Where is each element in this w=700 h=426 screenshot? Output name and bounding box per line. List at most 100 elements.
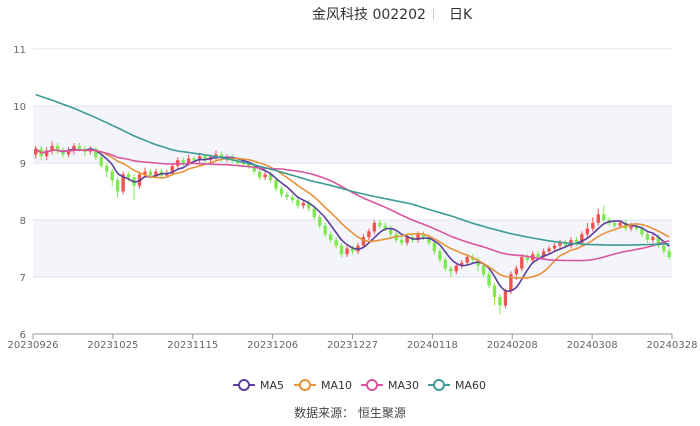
candle-body [263, 174, 267, 178]
legend-marker [433, 379, 445, 391]
candle-body [296, 200, 300, 206]
candle-body [279, 188, 284, 195]
candle-body [454, 265, 458, 272]
candle-body [634, 225, 639, 229]
candle-body [257, 171, 262, 178]
candle-body [492, 285, 497, 297]
x-tick-label: 20231227 [327, 340, 378, 351]
stock-title: 金风科技 002202 [312, 7, 426, 23]
y-tick-label: 11 [13, 45, 26, 56]
candle-body [203, 156, 207, 161]
candle-body [367, 231, 371, 238]
candle-body [268, 174, 273, 181]
candle-body [312, 208, 316, 218]
candle-body [99, 157, 103, 166]
candle-body [574, 239, 579, 243]
candle-body [432, 242, 437, 252]
candle-body [115, 180, 120, 192]
candle-body [449, 268, 453, 272]
candle-body [481, 265, 486, 275]
data-source: 数据来源： 恒生聚源 [294, 406, 406, 420]
candle-body [596, 214, 600, 223]
y-tick-label: 9 [20, 159, 26, 170]
x-tick-label: 20230926 [8, 340, 59, 351]
legend-label[interactable]: MA5 [260, 379, 284, 392]
candle-body [334, 239, 338, 246]
x-tick-label: 20240118 [407, 340, 458, 351]
candle-body [72, 145, 76, 151]
candle-body [94, 148, 98, 158]
candle-body [416, 234, 420, 240]
candle-body [285, 194, 289, 198]
candle-body [640, 228, 644, 235]
candle-body [350, 248, 355, 252]
series-line-ma5 [35, 148, 670, 293]
candle-body [318, 217, 322, 226]
candle-body [629, 225, 633, 229]
candle-body [339, 245, 344, 255]
candle-body [465, 257, 469, 263]
series-line-ma10 [35, 148, 670, 279]
candle-body [389, 228, 393, 235]
x-tick-label: 20231025 [87, 340, 138, 351]
candle-body [148, 171, 153, 176]
candle-body [667, 251, 671, 258]
series-line-ma30 [35, 148, 670, 262]
candle-body [487, 274, 491, 286]
chart-header: 金风科技 002202 日K [0, 4, 700, 24]
candle-body [405, 237, 409, 243]
candle-body [503, 291, 508, 306]
candle-body [50, 145, 54, 151]
candle-body [121, 174, 125, 192]
candle-body [612, 222, 617, 226]
candle-body [105, 165, 109, 172]
candle-body [470, 257, 475, 260]
candle-body [618, 222, 622, 226]
candle-body [77, 145, 82, 149]
period-label[interactable]: 日K [449, 7, 473, 23]
legend-label[interactable]: MA60 [455, 379, 486, 392]
candle-body [323, 225, 327, 235]
candle-body [197, 156, 202, 161]
candle-body [662, 245, 666, 252]
candle-body [378, 222, 382, 226]
candle-body [165, 173, 169, 176]
y-tick-label: 10 [13, 102, 26, 113]
candle-body [192, 158, 196, 161]
candle-body [443, 259, 448, 269]
candle-body [66, 150, 71, 155]
candle-body [170, 165, 174, 174]
candle-body [44, 150, 49, 157]
candle-body [602, 214, 606, 220]
legend-label[interactable]: MA30 [388, 379, 419, 392]
candle-body [252, 165, 256, 172]
candle-body [241, 163, 245, 165]
candle-body [438, 251, 442, 260]
candle-body [580, 234, 584, 243]
candle-body [290, 197, 295, 201]
candle-body [328, 234, 333, 240]
candle-body [154, 171, 158, 176]
candle-body [645, 234, 650, 240]
candle-body [536, 254, 540, 258]
candle-body [301, 202, 306, 206]
candle-body [525, 257, 529, 260]
candle-body [421, 234, 426, 238]
candle-body [399, 239, 404, 243]
legend: MA5 MA10 MA30 MA60 [233, 379, 486, 392]
candle-body [274, 180, 278, 189]
plot-band [33, 106, 672, 163]
legend-marker [366, 379, 378, 391]
candle-body [181, 160, 185, 163]
legend-label[interactable]: MA10 [321, 379, 352, 392]
y-tick-label: 6 [20, 330, 26, 341]
legend-marker [299, 379, 311, 391]
candle-body [547, 248, 551, 252]
candle-body [55, 145, 60, 151]
candle-body [126, 174, 131, 178]
title-separator [433, 8, 434, 20]
candle-body [34, 148, 38, 155]
y-tick-label: 8 [20, 216, 26, 227]
candle-body [61, 150, 65, 155]
x-tick-label: 20231115 [167, 340, 218, 351]
